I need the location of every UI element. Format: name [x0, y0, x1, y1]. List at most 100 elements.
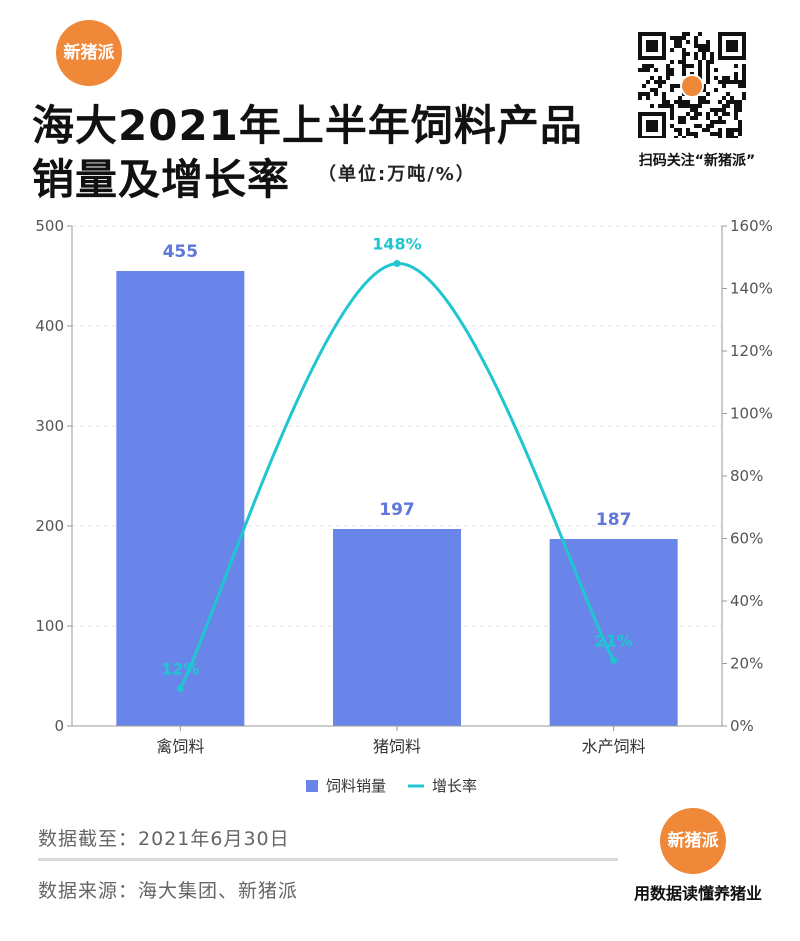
- qr-module: [734, 64, 738, 68]
- qr-module: [670, 48, 674, 52]
- qr-module: [698, 124, 702, 128]
- qr-module: [742, 84, 746, 88]
- growth-rate-point: [393, 260, 401, 267]
- qr-module: [682, 116, 686, 120]
- qr-module: [730, 80, 734, 84]
- qr-module: [702, 44, 706, 48]
- qr-module: [638, 92, 642, 96]
- qr-module: [722, 96, 726, 100]
- qr-module: [674, 128, 678, 132]
- qr-module: [742, 92, 746, 96]
- qr-module: [678, 132, 682, 136]
- qr-module: [654, 68, 658, 72]
- chart-unit-label: （单位:万吨/%）: [318, 164, 476, 185]
- qr-module: [738, 84, 742, 88]
- qr-module: [730, 96, 734, 100]
- qr-module: [706, 60, 710, 64]
- qr-module: [686, 132, 690, 136]
- qr-module: [670, 108, 674, 112]
- qr-module: [694, 40, 698, 44]
- qr-module: [742, 68, 746, 72]
- qr-module: [742, 80, 746, 84]
- qr-center-logo: [680, 74, 704, 98]
- qr-module: [690, 116, 694, 120]
- qr-module: [682, 60, 686, 64]
- qr-module: [702, 96, 706, 100]
- qr-module: [694, 112, 698, 116]
- qr-module: [674, 84, 678, 88]
- qr-module: [658, 80, 662, 84]
- qr-module: [670, 124, 674, 128]
- y-right-tick-label: 100%: [730, 405, 773, 423]
- bar-data-label: 455: [163, 242, 199, 262]
- qr-module: [678, 100, 682, 104]
- qr-module: [682, 136, 686, 138]
- qr-module: [662, 80, 666, 84]
- qr-module: [710, 52, 714, 56]
- qr-module: [694, 56, 698, 60]
- qr-module: [726, 136, 730, 138]
- line-series: [176, 260, 618, 692]
- qr-module: [738, 80, 742, 84]
- qr-module: [670, 116, 674, 120]
- qr-module: [726, 100, 730, 104]
- qr-module: [682, 120, 686, 124]
- bar-data-label: 187: [596, 510, 632, 530]
- qr-module: [730, 132, 734, 136]
- qr-module: [678, 96, 682, 100]
- qr-module: [710, 56, 714, 60]
- qr-module: [694, 52, 698, 56]
- axes: 0 100 200 300 400 500 0% 20% 40% 60% 80% 100% 120% 14…: [35, 217, 773, 756]
- qr-module: [650, 88, 654, 92]
- legend-swatch-bar: [306, 780, 318, 792]
- qr-module: [738, 100, 742, 104]
- qr-module: [718, 100, 722, 104]
- qr-module: [734, 136, 738, 138]
- qr-module: [698, 60, 702, 64]
- qr-module: [682, 100, 686, 104]
- qr-module: [658, 76, 662, 80]
- qr-module: [682, 72, 686, 76]
- qr-module: [726, 128, 730, 132]
- qr-module: [706, 68, 710, 72]
- qr-module: [686, 32, 690, 36]
- qr-module: [670, 88, 674, 92]
- qr-module: [670, 72, 674, 76]
- qr-module: [738, 104, 742, 108]
- x-tick-label: 猪饲料: [373, 737, 421, 756]
- qr-module: [682, 104, 686, 108]
- bar-data-label: 197: [379, 500, 415, 520]
- footer-divider: [38, 858, 618, 861]
- bar: [333, 529, 461, 726]
- qr-module: [702, 52, 706, 56]
- qr-module: [690, 104, 694, 108]
- qr-module: [654, 80, 658, 84]
- qr-module: [694, 44, 698, 48]
- qr-module: [678, 104, 682, 108]
- qr-module: [726, 76, 730, 80]
- qr-module: [726, 104, 730, 108]
- qr-module: [734, 80, 738, 84]
- qr-module: [738, 128, 742, 132]
- qr-module: [658, 84, 662, 88]
- growth-rate-point: [176, 685, 184, 692]
- qr-module: [738, 120, 742, 124]
- qr-module: [710, 108, 714, 112]
- qr-module: [738, 124, 742, 128]
- brand-logo: 新猪派: [56, 20, 122, 86]
- bar: [116, 271, 245, 726]
- qr-module: [714, 132, 718, 136]
- qr-module: [726, 92, 730, 96]
- qr-module: [742, 76, 746, 80]
- qr-module: [698, 104, 702, 108]
- qr-module: [662, 104, 666, 108]
- qr-module: [646, 92, 650, 96]
- qr-module: [682, 36, 686, 40]
- y-right-tick-label: 80%: [730, 467, 763, 485]
- y-right-tick-label: 140%: [730, 280, 773, 298]
- qr-module: [706, 40, 710, 44]
- qr-module: [706, 44, 710, 48]
- qr-module: [706, 112, 710, 116]
- qr-module: [698, 48, 702, 52]
- y-right-tick-label: 40%: [730, 592, 763, 610]
